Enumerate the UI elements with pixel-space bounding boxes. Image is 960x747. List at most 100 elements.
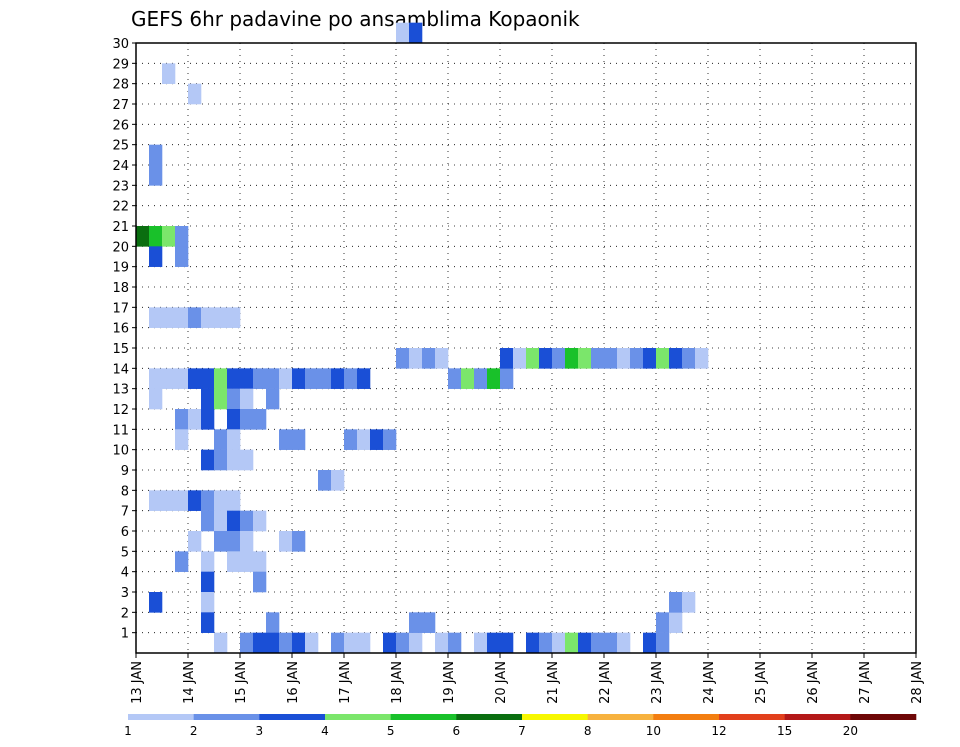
y-tick-label: 27 xyxy=(112,98,129,113)
y-tick-label: 21 xyxy=(112,220,129,235)
heatmap-cell xyxy=(448,368,462,389)
heatmap-cell xyxy=(526,348,540,369)
heatmap-cell xyxy=(162,63,176,84)
heatmap-cell xyxy=(409,612,423,633)
y-tick-label: 4 xyxy=(121,566,129,581)
heatmap-cell xyxy=(383,429,397,450)
heatmap-cell xyxy=(279,429,293,450)
legend-swatch xyxy=(719,714,785,720)
heatmap-cell xyxy=(240,388,254,410)
heatmap-cell xyxy=(357,632,371,654)
heatmap-cell xyxy=(175,246,189,267)
heatmap-cell xyxy=(461,368,475,389)
heatmap-cell xyxy=(409,22,423,44)
heatmap-cell xyxy=(214,510,228,532)
legend-label: 5 xyxy=(387,724,395,738)
y-tick-label: 7 xyxy=(121,505,129,520)
heatmap-cell xyxy=(305,632,319,654)
heatmap-cell xyxy=(175,368,189,389)
heatmap-cell xyxy=(669,612,683,633)
heatmap-cell xyxy=(149,368,163,389)
heatmap-cell xyxy=(227,490,241,511)
legend-swatch xyxy=(653,714,720,720)
chart-title: GEFS 6hr padavine po ansamblima Kopaonik xyxy=(131,7,580,31)
heatmap-cell xyxy=(331,632,345,654)
heatmap-cell xyxy=(227,429,241,450)
heatmap-cell xyxy=(292,632,306,654)
heatmap-cell xyxy=(435,348,449,369)
legend-label: 10 xyxy=(646,724,661,738)
heatmap-cell xyxy=(266,388,280,410)
heatmap-cell xyxy=(149,490,163,511)
legend-swatch xyxy=(587,714,654,720)
heatmap-cell xyxy=(279,531,293,552)
heatmap-cell xyxy=(214,368,228,389)
heatmap-cell xyxy=(175,551,189,572)
heatmap-cell xyxy=(214,307,228,328)
heatmap-cell xyxy=(253,632,267,654)
heatmap-cell xyxy=(201,409,215,430)
heatmap-cell xyxy=(396,348,410,369)
legend-swatch xyxy=(522,714,588,720)
heatmap-cell xyxy=(240,632,254,654)
y-tick-label: 14 xyxy=(112,362,129,377)
y-tick-label: 19 xyxy=(112,261,129,276)
heatmap-cell xyxy=(227,409,241,430)
x-tick-label: 18 JAN xyxy=(390,661,405,704)
heatmap-cell xyxy=(279,632,293,654)
heatmap-cell xyxy=(565,348,579,369)
heatmap-cell xyxy=(500,632,514,654)
heatmap-cell xyxy=(292,531,306,552)
heatmap-cell xyxy=(188,307,202,328)
x-tick-label: 27 JAN xyxy=(858,661,873,704)
heatmap-cell xyxy=(227,531,241,552)
heatmap-cell xyxy=(409,632,423,654)
heatmap-cell xyxy=(253,571,267,593)
legend-swatch xyxy=(128,714,194,720)
heatmap-cell xyxy=(188,531,202,552)
heatmap-cell xyxy=(487,368,501,389)
x-axis: 13 JAN 14 JAN 15 JAN 16 JAN 17 JAN 18 JAN 19 J… xyxy=(130,653,925,704)
heatmap-cell xyxy=(149,388,163,410)
heatmap-cell xyxy=(227,449,241,471)
heatmap-cell xyxy=(396,632,410,654)
heatmap-cell xyxy=(214,490,228,511)
heatmap-cell xyxy=(227,307,241,328)
heatmap-cell xyxy=(643,348,657,369)
heatmap-cell xyxy=(149,246,163,267)
heatmap-cell xyxy=(266,368,280,389)
heatmap-cell xyxy=(552,632,566,654)
heatmap-cell xyxy=(695,348,709,369)
heatmap-cell xyxy=(474,632,488,654)
legend-swatch xyxy=(784,714,851,720)
heatmap-cell xyxy=(253,409,267,430)
y-tick-label: 13 xyxy=(112,383,129,398)
y-tick-label: 17 xyxy=(112,301,129,316)
heatmap-cell xyxy=(149,144,163,166)
heatmap-cell xyxy=(552,348,566,369)
y-tick-label: 28 xyxy=(112,78,129,93)
heatmap-cell xyxy=(422,612,436,633)
heatmap-cell xyxy=(240,531,254,552)
heatmap-cell xyxy=(604,348,618,369)
y-tick-label: 3 xyxy=(121,586,129,601)
x-tick-label: 23 JAN xyxy=(650,661,665,704)
heatmap-cells xyxy=(136,22,709,654)
heatmap-cell xyxy=(422,348,436,369)
heatmap-cell xyxy=(357,429,371,450)
heatmap-cell xyxy=(344,368,358,389)
heatmap-cell xyxy=(201,592,215,613)
heatmap-cell xyxy=(240,551,254,572)
x-tick-label: 20 JAN xyxy=(494,661,509,704)
heatmap-cell xyxy=(578,632,592,654)
y-tick-label: 9 xyxy=(121,464,129,479)
heatmap-cell xyxy=(669,592,683,613)
heatmap-cell xyxy=(656,348,670,369)
heatmap-cell xyxy=(513,348,527,369)
y-tick-label: 22 xyxy=(112,200,129,215)
heatmap-cell xyxy=(214,531,228,552)
heatmap-cell xyxy=(331,368,345,389)
legend-label: 3 xyxy=(256,724,264,738)
heatmap-cell xyxy=(565,632,579,654)
heatmap-cell xyxy=(240,368,254,389)
